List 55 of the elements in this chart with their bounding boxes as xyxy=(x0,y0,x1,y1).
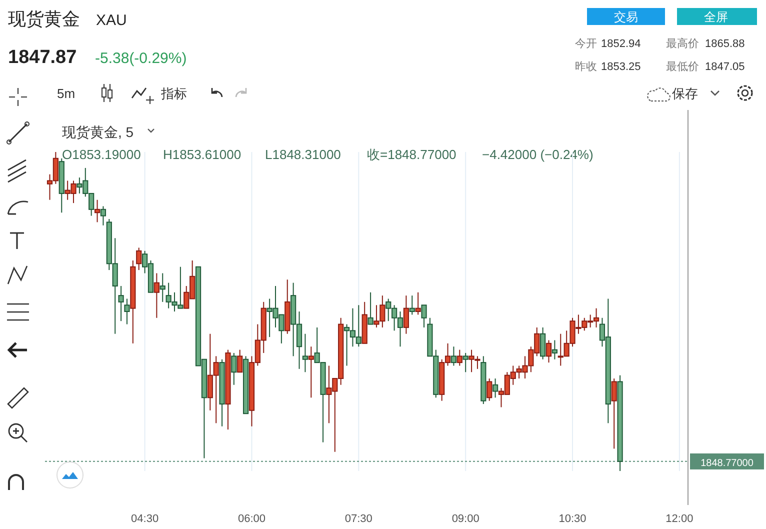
candlestick xyxy=(160,272,166,302)
text: 交易 xyxy=(614,10,638,24)
candlestick xyxy=(492,378,498,398)
candlestick xyxy=(462,352,468,373)
candlestick xyxy=(368,292,374,325)
candlestick xyxy=(415,292,421,316)
candlestick xyxy=(552,340,558,360)
candlestick xyxy=(302,333,308,373)
candlestick xyxy=(100,206,106,226)
text: -5.38(-0.29%) xyxy=(95,50,187,67)
annotation: −4.42000 (−0.24%) xyxy=(482,147,594,162)
annotation: H1853.61000 xyxy=(163,147,242,162)
candlestick xyxy=(409,295,415,316)
text: 1852.94 xyxy=(601,38,641,50)
candlestick xyxy=(540,326,546,360)
text: 最低价 xyxy=(666,61,699,73)
annotation: L1848.31000 xyxy=(265,147,341,162)
candlestick xyxy=(118,285,124,322)
chart-title: 现货黄金 xyxy=(8,9,80,29)
candlestick xyxy=(94,199,100,223)
candlestick xyxy=(611,378,617,450)
x-tick-label: 06:00 xyxy=(238,513,266,525)
candlestick xyxy=(403,295,409,334)
candlestick xyxy=(421,304,427,328)
candlestick xyxy=(154,272,160,318)
text: 1865.88 xyxy=(705,38,745,50)
text: 保存 xyxy=(672,86,698,101)
annotation: O1853.19000 xyxy=(62,147,141,162)
text: 全屏 xyxy=(704,10,728,24)
text: 1847.87 xyxy=(8,47,77,68)
x-tick-label: 09:00 xyxy=(452,513,480,525)
x-tick-label: 04:30 xyxy=(131,513,159,525)
candlestick xyxy=(231,352,237,386)
candlestick xyxy=(456,349,462,366)
chart-subtitle: XAU xyxy=(96,12,127,29)
text: 1853.25 xyxy=(601,61,641,73)
text: 5m xyxy=(57,86,76,101)
candlestick xyxy=(136,247,142,271)
candlestick xyxy=(546,340,552,364)
annotation: 收=1848.77000 xyxy=(367,147,456,162)
candlestick xyxy=(308,346,314,398)
x-tick-label: 07:30 xyxy=(344,513,372,525)
text: 现货黄金, 5 xyxy=(62,124,134,140)
text: 1848.77000 xyxy=(700,458,754,469)
candlestick xyxy=(450,346,457,366)
text: 今开 xyxy=(575,38,597,50)
candlestick xyxy=(486,378,492,402)
candlestick xyxy=(237,349,243,373)
text: 指标 xyxy=(160,86,187,101)
x-tick-label: 10:30 xyxy=(558,513,586,525)
text: 最高价 xyxy=(666,37,699,50)
text: 昨收 xyxy=(575,61,597,73)
text: 1847.05 xyxy=(705,61,745,73)
x-tick-label: 12:00 xyxy=(666,513,694,525)
candlestick xyxy=(124,298,130,325)
